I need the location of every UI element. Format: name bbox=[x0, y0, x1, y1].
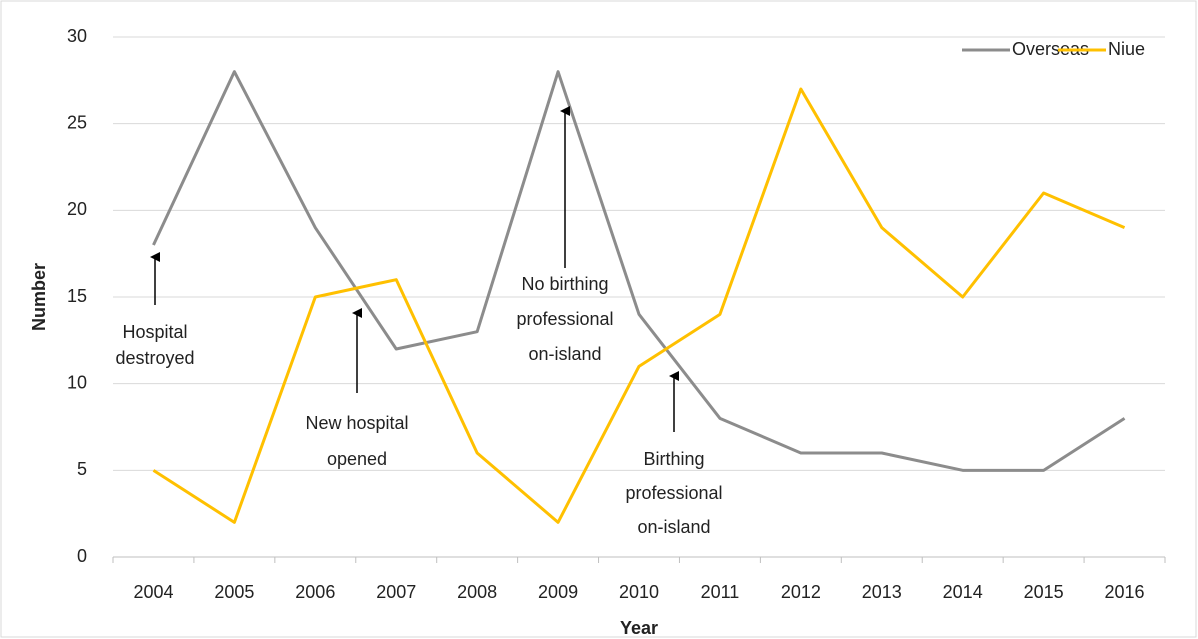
y-tick-label: 20 bbox=[67, 199, 87, 219]
annotation-text: opened bbox=[327, 449, 387, 469]
x-tick-label: 2010 bbox=[619, 582, 659, 602]
annotation-text: New hospital bbox=[305, 413, 408, 433]
annotation-text: on-island bbox=[528, 344, 601, 364]
annotation-text: professional bbox=[516, 309, 613, 329]
x-tick-label: 2007 bbox=[376, 582, 416, 602]
x-tick-label: 2009 bbox=[538, 582, 578, 602]
annotation-text: Birthing bbox=[643, 449, 704, 469]
series-line bbox=[152, 70, 1126, 472]
series-line bbox=[152, 87, 1126, 524]
y-axis-label: Number bbox=[29, 263, 49, 331]
legend-label: Niue bbox=[1108, 39, 1145, 59]
annotation-text: Hospital bbox=[122, 322, 187, 342]
y-tick-label: 10 bbox=[67, 372, 87, 392]
x-tick-label: 2004 bbox=[133, 582, 173, 602]
annotation-text: No birthing bbox=[521, 274, 608, 294]
y-tick-label: 25 bbox=[67, 112, 87, 132]
annotation-text: destroyed bbox=[115, 348, 194, 368]
x-axis-label: Year bbox=[620, 618, 658, 638]
x-tick-label: 2014 bbox=[943, 582, 983, 602]
annotation-text: on-island bbox=[637, 517, 710, 537]
x-tick-label: 2013 bbox=[862, 582, 902, 602]
x-tick-label: 2015 bbox=[1024, 582, 1064, 602]
x-tick-label: 2011 bbox=[701, 582, 740, 602]
y-tick-label: 15 bbox=[67, 286, 87, 306]
y-tick-label: 5 bbox=[77, 459, 87, 479]
annotation-text: professional bbox=[625, 483, 722, 503]
legend-label: Overseas bbox=[1012, 39, 1089, 59]
x-tick-label: 2005 bbox=[214, 582, 254, 602]
x-tick-label: 2012 bbox=[781, 582, 821, 602]
x-tick-label: 2008 bbox=[457, 582, 497, 602]
x-tick-label: 2016 bbox=[1105, 582, 1145, 602]
x-tick-label: 2006 bbox=[295, 582, 335, 602]
y-tick-label: 30 bbox=[67, 26, 87, 46]
y-tick-label: 0 bbox=[77, 546, 87, 566]
